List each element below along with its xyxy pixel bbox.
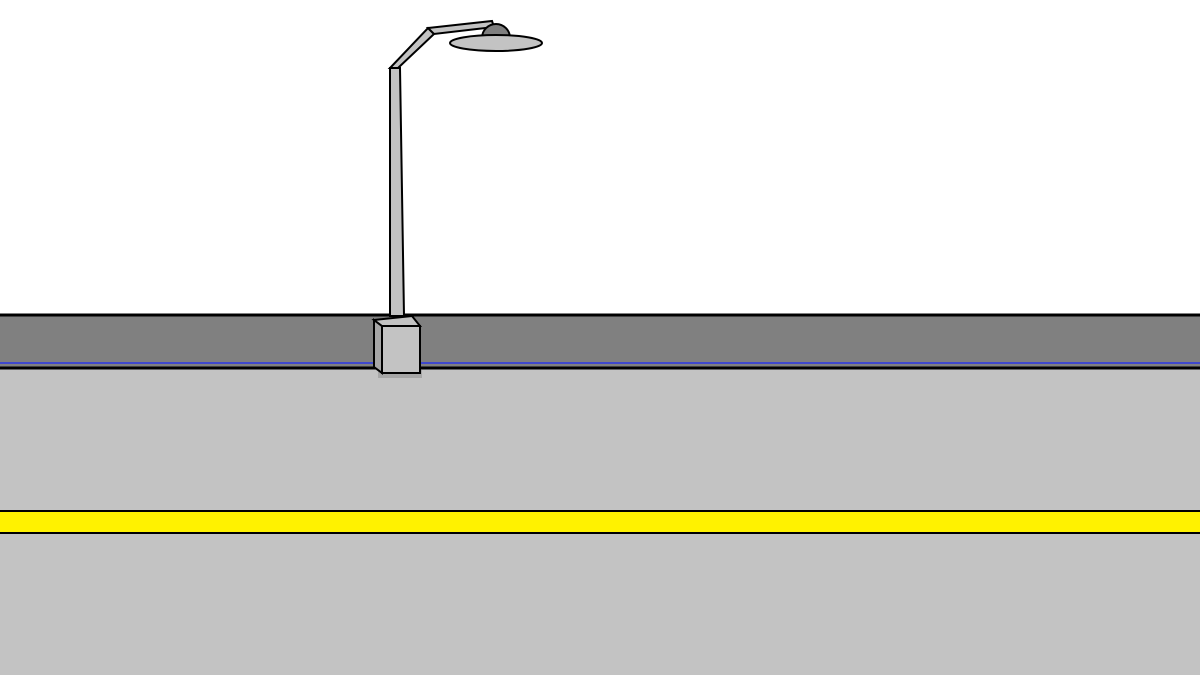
lamp-base-side xyxy=(373,318,383,375)
roadside-wall xyxy=(0,313,1200,370)
road-center-line xyxy=(0,510,1200,534)
lamp-base-top xyxy=(371,314,423,327)
street-lamp xyxy=(371,19,543,378)
lamp-base xyxy=(381,325,421,374)
sky xyxy=(0,0,1200,316)
lamp-shade xyxy=(449,34,543,52)
